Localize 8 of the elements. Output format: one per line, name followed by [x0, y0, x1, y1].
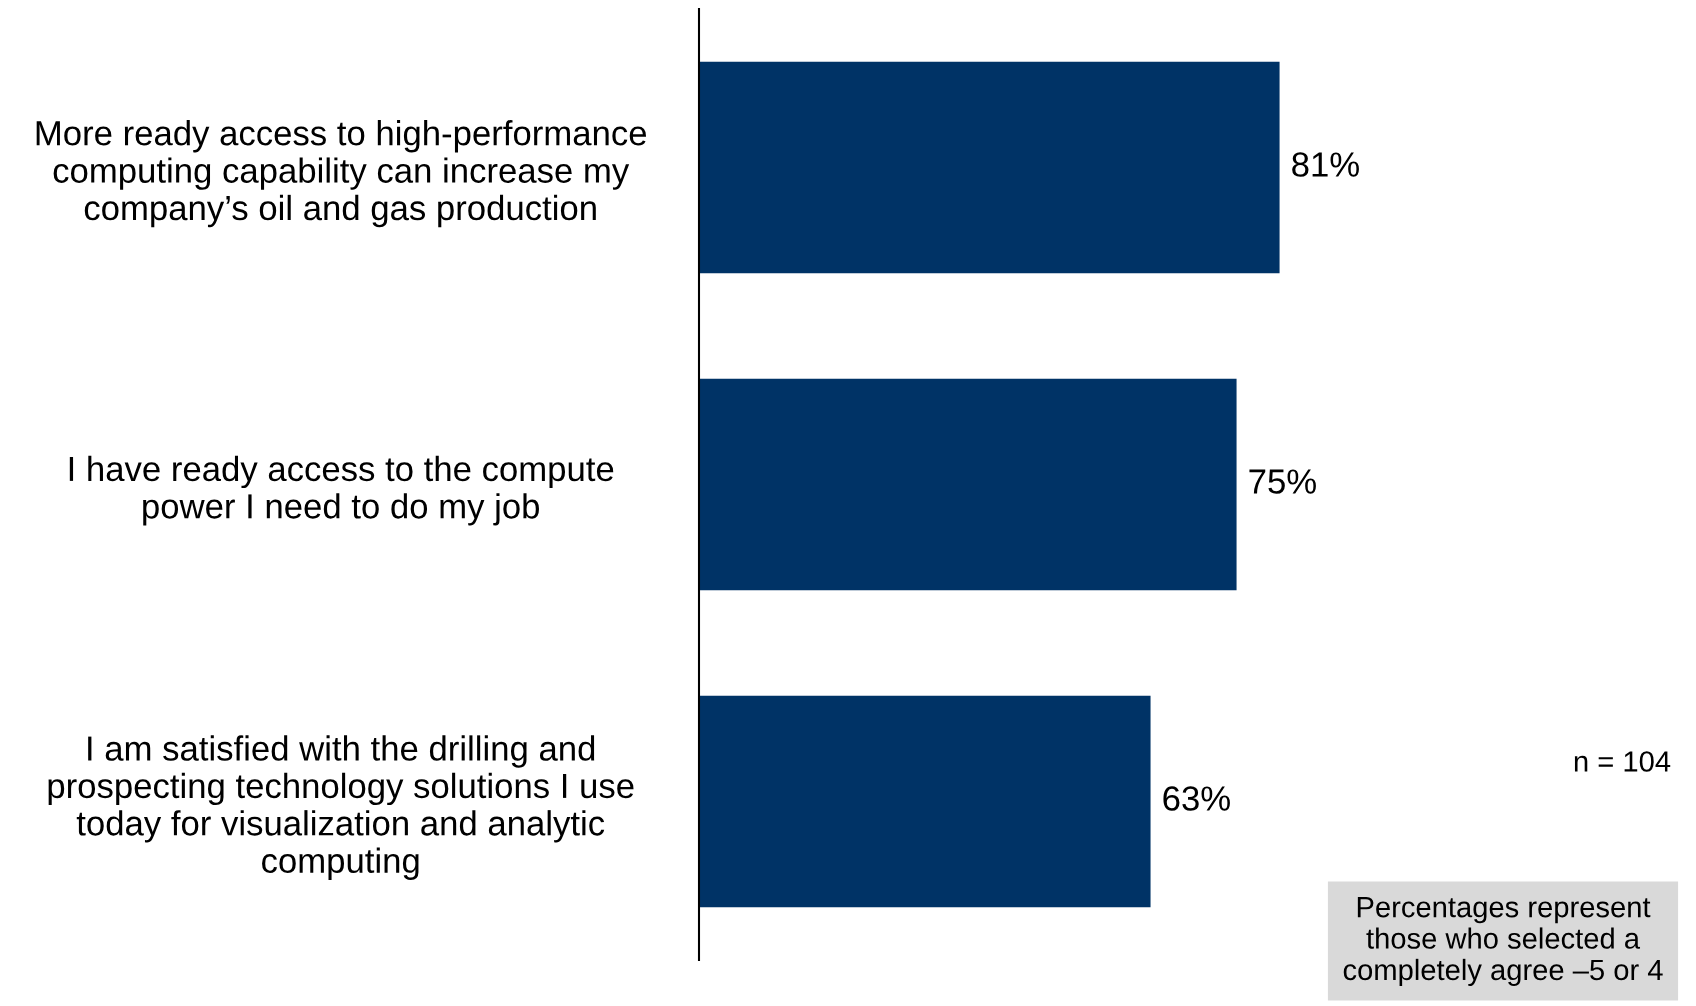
y-tick-label: More ready access to high-performance computing capability can increase my company’s oil and gas production	[36, 120, 646, 228]
data-label: 75%	[1249, 469, 1316, 494]
data-label: 81%	[1292, 152, 1359, 177]
y-tick-label: I have ready access to the compute power I need to do my job	[69, 455, 614, 526]
text: Percentages represent those who selected a completely agree –5 or 4	[1343, 897, 1663, 987]
y-tick-label: I am satisfied with the drilling and prospecting technology solutions I use today for visualization and analytic computing	[48, 735, 634, 880]
text: n = 104	[1574, 751, 1671, 772]
data-label: 63%	[1163, 786, 1230, 811]
